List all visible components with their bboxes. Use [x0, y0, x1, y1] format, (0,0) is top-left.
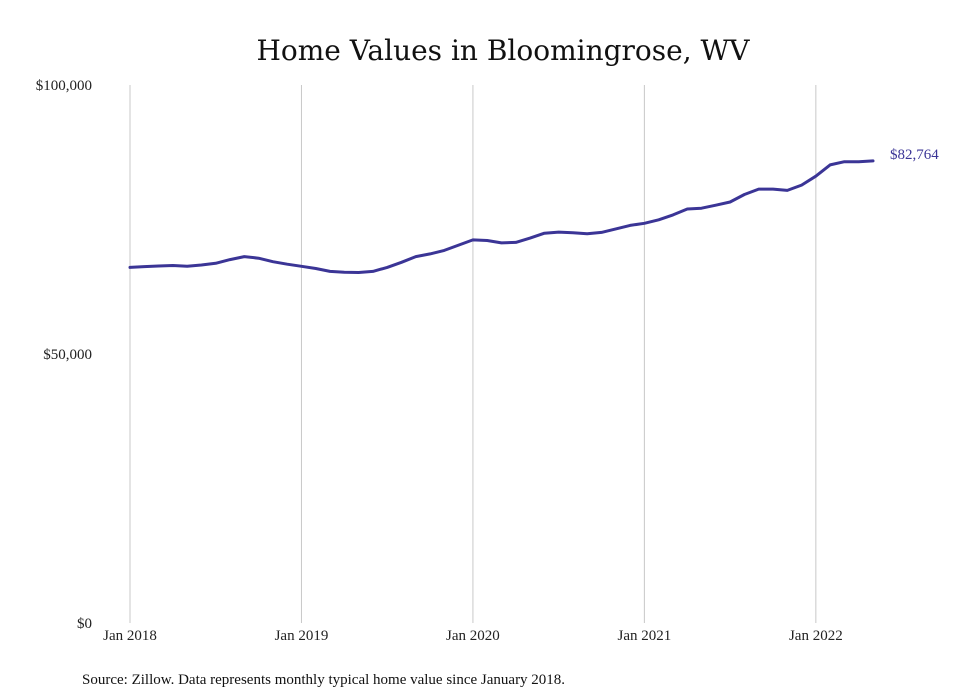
series-layer — [128, 159, 875, 274]
end-value-label: $82,764 — [890, 147, 939, 163]
x-tick-label: Jan 2018 — [103, 628, 157, 644]
y-tick-label: $50,000 — [43, 347, 92, 363]
chart-title: Home Values in Bloomingrose, WV — [256, 34, 750, 67]
x-tick-label: Jan 2019 — [275, 628, 329, 644]
labels-layer: Jan 2018 Jan 2019 Jan 2020 Jan 2021 Jan 2022… — [36, 78, 940, 644]
y-tick-label: $100,000 — [36, 78, 92, 94]
series-line — [128, 159, 875, 274]
x-tick-label: Jan 2020 — [446, 628, 500, 644]
x-tick-label: Jan 2021 — [618, 628, 672, 644]
grid — [129, 85, 817, 623]
x-tick-label: Jan 2022 — [789, 628, 843, 644]
source-note: Source: Zillow. Data represents monthly … — [82, 672, 565, 688]
y-tick-label: $0 — [77, 616, 92, 632]
